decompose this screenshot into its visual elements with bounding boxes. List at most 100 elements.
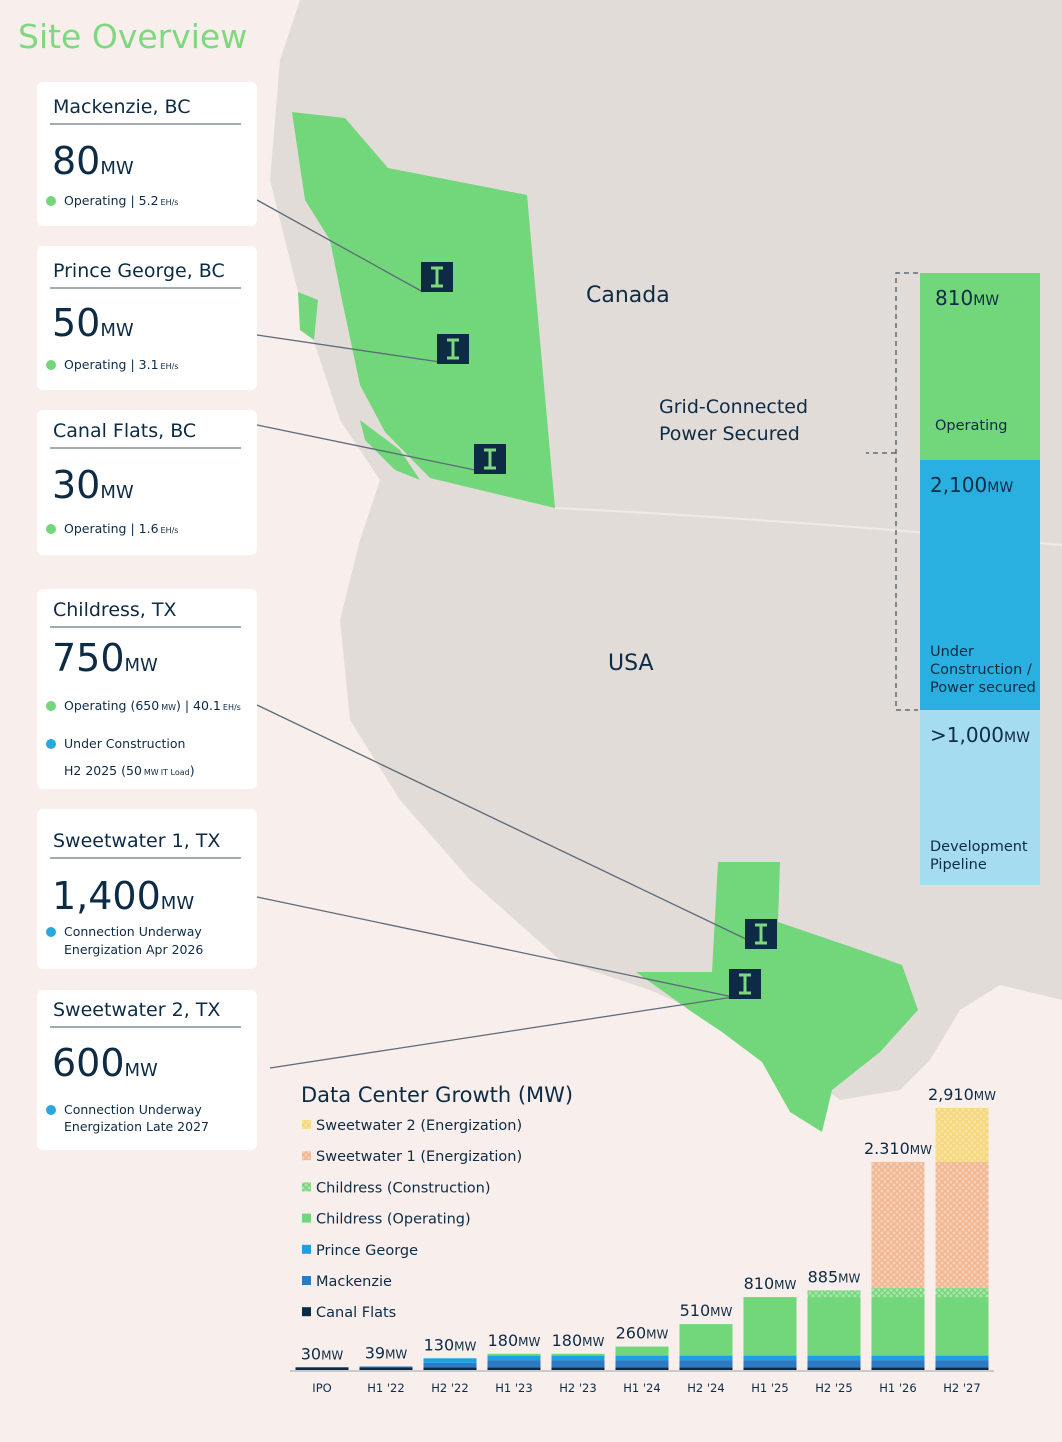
bar-segment [807,1297,861,1356]
bar-segment [935,1367,989,1370]
site-icon-glyph [739,973,751,995]
bar-segment [679,1355,733,1361]
total-label-unit: MW [838,1271,860,1285]
total-label: 2,910MW [928,1085,996,1104]
status-text: Operating | 5.2 EH/s [64,193,178,208]
status-dot [46,360,56,370]
leader-line [256,199,424,293]
bar-segment [743,1367,797,1370]
site-value-number: 50 [52,301,100,345]
site-value-number: 1,400 [52,874,161,918]
total-label: 885MW [808,1267,861,1286]
status-text: Energization Apr 2026 [64,942,203,957]
bar-segment [295,1367,349,1370]
site-value: 750MW [52,636,158,680]
texas-region [636,862,918,1132]
site-icon-glyph [755,923,767,945]
site-value-unit: MW [161,893,195,914]
bar-segment [487,1353,541,1356]
total-label-unit: MW [774,1278,796,1292]
status-dot [46,196,56,206]
status-part: EH/s [223,703,241,712]
total-label-number: 180 [488,1331,519,1350]
legend-swatch [302,1276,311,1285]
bar-segment [359,1367,413,1370]
power-segment-label: Pipeline [930,857,987,873]
total-label: 180MW [488,1331,541,1350]
site-name: Sweetwater 1, TX [53,830,220,852]
status-part: EH/s [161,526,179,535]
site-name: Childress, TX [53,599,177,621]
site-value: 1,400MW [52,874,194,918]
bar-segment [807,1360,861,1368]
site-value: 600MW [52,1041,158,1085]
status-text: Connection Underway [64,924,202,939]
power-segment-label: Power secured [930,680,1036,696]
status-part: MW [161,703,176,712]
power-label: Power Secured [659,423,800,445]
bar-segment [807,1290,861,1298]
status-part: Operating | 3.1 [64,357,159,372]
bar-segment [615,1367,669,1370]
bar-segment [551,1367,605,1370]
power-segment [920,273,1040,460]
leader-line [256,896,734,998]
site-name: Prince George, BC [53,260,225,282]
site-name: Canal Flats, BC [53,420,196,442]
leader-line [256,704,749,941]
site-card [37,410,257,555]
status-part: Connection Underway [64,924,202,939]
bar-segment [935,1108,989,1163]
x-tick-label: H2 '22 [431,1381,468,1395]
total-label-number: 885 [808,1267,839,1286]
status-part: EH/s [161,198,179,207]
legend-label: Mackenzie [316,1274,392,1290]
status-text: Under Construction [64,736,185,751]
total-label-number: 2.310 [864,1139,910,1158]
status-part: Energization Late 2027 [64,1119,209,1134]
total-label-number: 30 [301,1344,321,1363]
total-label-unit: MW [646,1328,668,1342]
bc-region [292,112,555,508]
legend-swatch [302,1244,311,1254]
total-label: 810MW [744,1274,797,1293]
bar-segment [615,1346,669,1356]
status-part: ) [190,763,195,778]
bar-segment [487,1355,541,1361]
total-label: 260MW [616,1324,669,1343]
status-dot [46,739,56,749]
bar-segment [487,1360,541,1368]
bar-segment [871,1367,925,1370]
status-text: Operating (650 MW) | 40.1 EH/s [64,698,241,713]
bar-segment [935,1162,989,1289]
bar-segment [679,1324,733,1356]
total-label-unit: MW [518,1335,540,1349]
bar-segment [807,1367,861,1370]
status-text: Operating | 1.6 EH/s [64,521,178,536]
power-segment-label: Development [930,839,1028,855]
bar-segment [423,1367,477,1370]
bar-segment [679,1367,733,1370]
site-name: Mackenzie, BC [53,96,191,118]
legend-swatch [302,1151,311,1161]
site-value-unit: MW [125,655,159,676]
bar-segment [871,1360,925,1368]
status-text: Energization Late 2027 [64,1119,209,1134]
bar-segment [871,1297,925,1356]
x-tick-label: H1 '26 [879,1381,916,1395]
bar-segment [743,1297,797,1356]
site-value-unit: MW [100,482,134,503]
status-text: Operating | 3.1 EH/s [64,357,178,372]
x-tick-label: H2 '27 [943,1381,980,1395]
site-value-unit: MW [100,158,134,179]
status-part: MW [144,768,159,777]
site-value-number: 30 [52,463,100,507]
site-value-unit: MW [125,1060,159,1081]
site-value: 50MW [52,301,134,345]
leader-line [256,424,476,471]
total-label-unit: MW [582,1335,604,1349]
site-icon-glyph [484,448,496,470]
total-label: 30MW [301,1344,344,1363]
total-label-number: 510 [680,1301,711,1320]
